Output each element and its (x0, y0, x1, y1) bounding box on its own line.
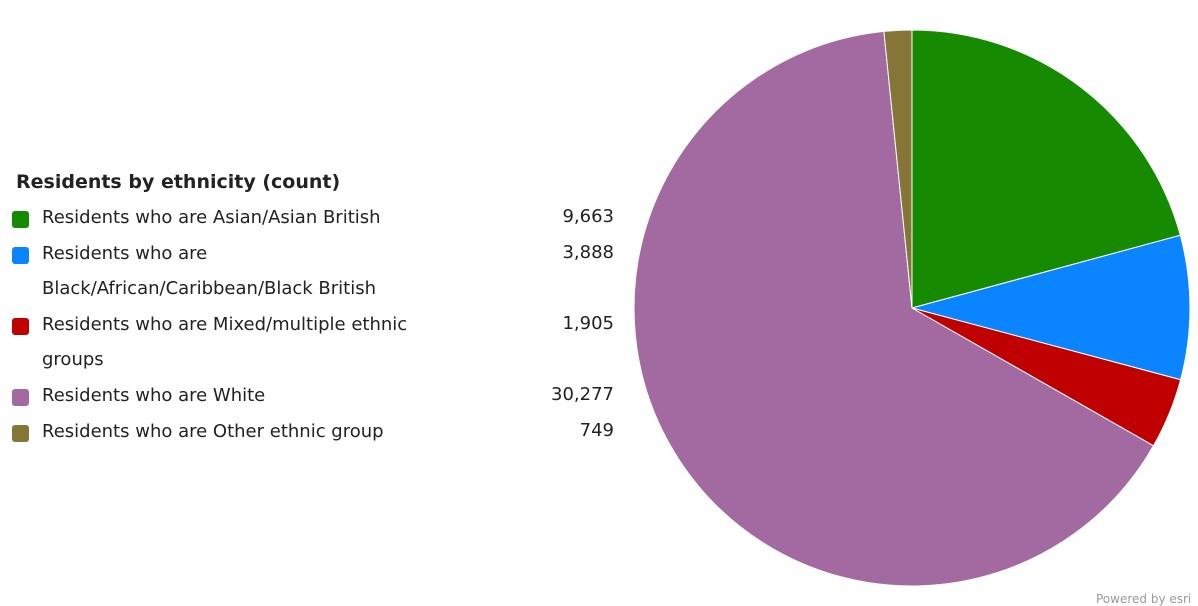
legend-label: Residents who are Mixed/multiple ethnic … (42, 314, 408, 370)
chart-title: Residents by ethnicity (count) (16, 171, 341, 193)
legend-value: 749 (579, 420, 614, 441)
legend-value: 1,905 (562, 313, 614, 334)
legend-item: Residents who are White 30,277 (12, 384, 622, 413)
legend-swatch (12, 425, 29, 442)
chart-legend: Residents by ethnicity (count) Residents… (12, 168, 622, 456)
legend-item: Residents who are Mixed/multiple ethnic … (12, 313, 622, 377)
pie-slice[interactable] (911, 29, 1181, 309)
pie-slice[interactable] (883, 29, 913, 309)
legend-swatch (12, 247, 29, 264)
legend-swatch (12, 211, 29, 228)
pie-slice[interactable] (633, 30, 1155, 587)
legend-item: Residents who are Other ethnic group 749 (12, 420, 622, 449)
legend-label: Residents who are Other ethnic group (42, 421, 384, 442)
legend-swatch (12, 389, 29, 406)
powered-by-text: Powered by esri (1096, 592, 1192, 606)
legend-label: Residents who are Black/African/Caribbea… (42, 243, 377, 299)
legend-value: 3,888 (562, 242, 614, 263)
pie-slice[interactable] (910, 234, 1191, 381)
pie-slices (633, 29, 1191, 587)
legend-item: Residents who are Black/African/Caribbea… (12, 242, 622, 306)
legend-item: Residents who are Asian/Asian British 9,… (12, 206, 622, 235)
legend-value: 30,277 (551, 384, 614, 405)
pie-chart (633, 29, 1191, 587)
legend-value: 9,663 (562, 206, 614, 227)
legend-label: Residents who are White (42, 385, 266, 406)
legend-swatch (12, 318, 29, 335)
legend-label: Residents who are Asian/Asian British (42, 207, 381, 228)
